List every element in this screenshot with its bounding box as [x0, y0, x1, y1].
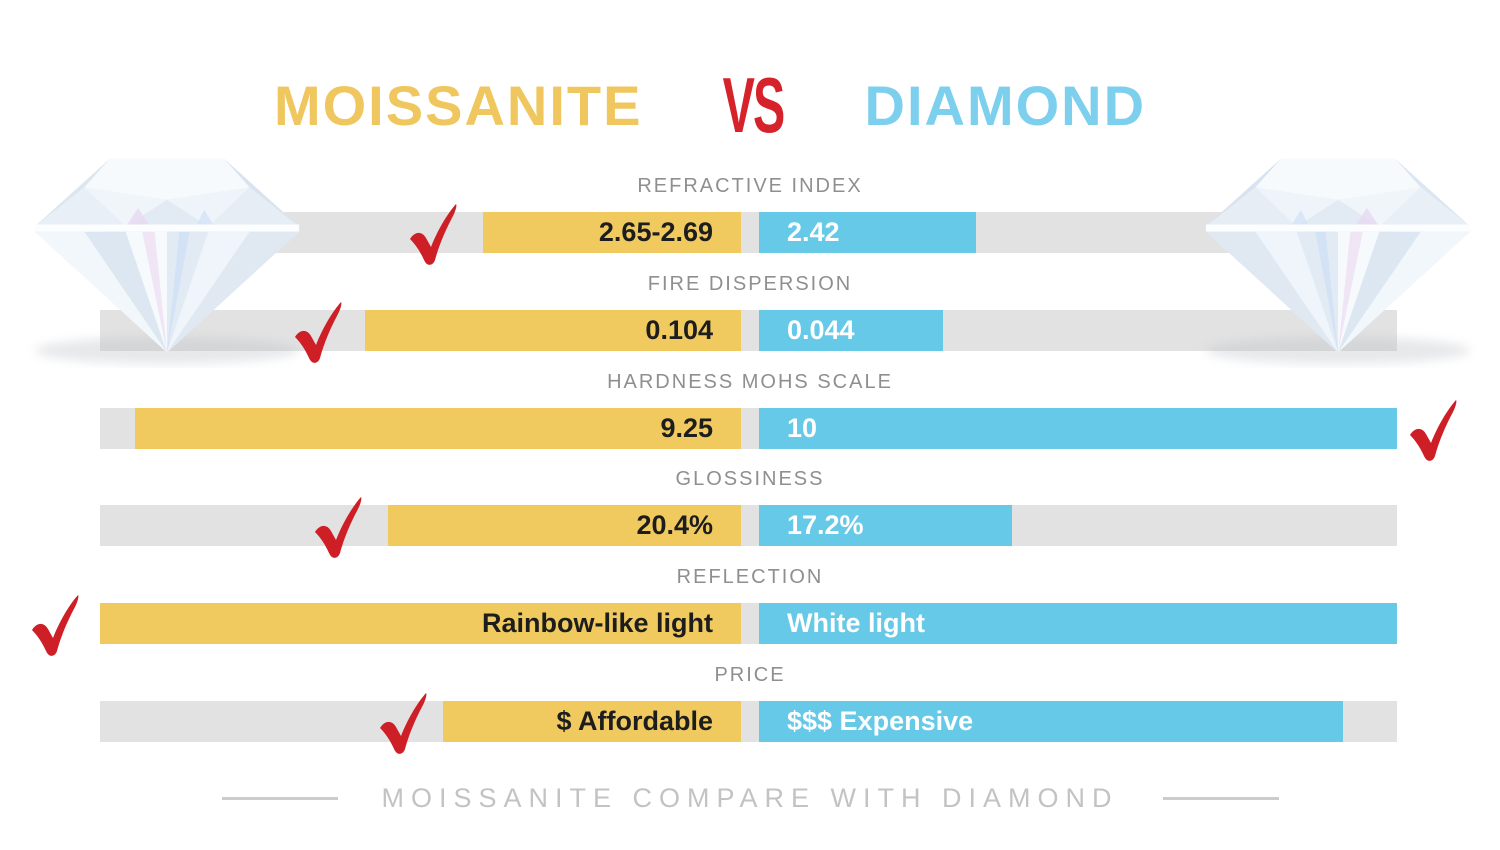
caption-divider-right [1163, 797, 1279, 800]
title-vs: VS [723, 61, 786, 149]
category-label-refractive-index: REFRACTIVE INDEX [637, 175, 863, 197]
checkmark-icon [30, 594, 80, 658]
moissanite-bar-reflection: Rainbow-like light [100, 603, 741, 644]
category-label-glossiness: GLOSSINESS [675, 468, 825, 490]
title-diamond: DIAMOND [864, 74, 1147, 137]
track-fire-dispersion [100, 310, 1397, 351]
moissanite-bar-price: $ Affordable [443, 701, 741, 742]
moissanite-bar-fire-dispersion: 0.104 [365, 310, 741, 351]
diamond-bar-fire-dispersion: 0.044 [759, 310, 943, 351]
track-refractive-index [100, 212, 1397, 253]
checkmark-icon [378, 692, 428, 756]
category-label-fire-dispersion: FIRE DISPERSION [647, 273, 853, 295]
track-glossiness [100, 505, 1397, 546]
title-moissanite: MOISSANITE [273, 74, 643, 137]
category-label-reflection: REFLECTION [676, 566, 824, 588]
diamond-bar-refractive-index: 2.42 [759, 212, 976, 253]
diamond-bar-reflection: White light [759, 603, 1397, 644]
diamond-bar-price: $$$ Expensive [759, 701, 1343, 742]
caption-divider-left [222, 797, 338, 800]
category-label-price: PRICE [714, 664, 786, 686]
diamond-gem-image-right [1183, 146, 1493, 368]
checkmark-icon [1408, 399, 1458, 463]
checkmark-icon [313, 496, 363, 560]
checkmark-icon [408, 203, 458, 267]
diamond-gem-image-left [12, 146, 322, 368]
title: MOISSANITE VS DIAMOND [0, 60, 1460, 151]
moissanite-bar-glossiness: 20.4% [388, 505, 741, 546]
moissanite-bar-refractive-index: 2.65-2.69 [483, 212, 741, 253]
checkmark-icon [293, 301, 343, 365]
diamond-bar-hardness: 10 [759, 408, 1397, 449]
category-label-hardness: HARDNESS MOHS SCALE [607, 371, 893, 393]
diamond-bar-glossiness: 17.2% [759, 505, 1012, 546]
footer-caption: MOISSANITE COMPARE WITH DIAMOND [381, 783, 1119, 813]
moissanite-bar-hardness: 9.25 [135, 408, 741, 449]
